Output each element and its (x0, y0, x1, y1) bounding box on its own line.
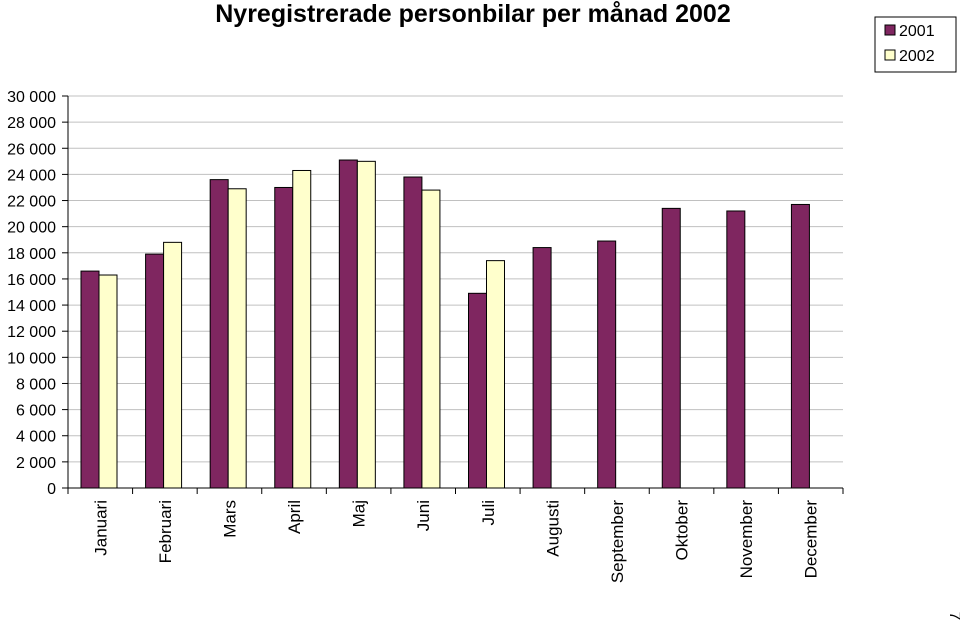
y-tick-label: 22 000 (7, 194, 56, 211)
bar-2001-augusti (532, 247, 552, 489)
x-axis-ticks: Januari Februari Mars April Maj Juni Juli Augus… (67, 488, 844, 583)
legend-swatch-2002 (884, 49, 896, 61)
bar-2001-februari (145, 253, 165, 489)
bar-2001-maj (338, 159, 358, 489)
legend-label-2001: 2001 (899, 23, 935, 40)
y-tick-label: 2 000 (16, 455, 56, 472)
x-tick-label: December (802, 500, 821, 579)
bar-2001-juni (403, 176, 423, 489)
bar-2001-januari (80, 270, 100, 489)
x-tick-label: Juli (479, 500, 498, 526)
x-tick-label: Februari (156, 500, 175, 563)
y-tick-label: 8 000 (16, 376, 56, 393)
y-tick-label: 14 000 (7, 298, 56, 315)
chart-title: Nyregistrerade personbilar per månad 200… (215, 0, 731, 28)
y-axis-ticks: 0 2 000 4 000 6 000 8 000 10 000 12 000 14 000 1… (7, 89, 68, 498)
y-tick-label: 12 000 (7, 324, 56, 341)
y-tick-label: 20 000 (7, 220, 56, 237)
y-tick-label: 10 000 (7, 350, 56, 367)
bar-2001-december (790, 203, 810, 489)
y-tick-label: 28 000 (7, 115, 56, 132)
bar-2002-juli (486, 260, 505, 489)
x-tick-label: November (737, 500, 756, 579)
bar-2001-mars (209, 179, 229, 489)
bar-2002-februari (163, 241, 183, 489)
y-tick-label: 4 000 (16, 429, 56, 446)
bar-2001-oktober (661, 207, 681, 489)
x-tick-label: Maj (350, 500, 369, 527)
bar-2002-juni (421, 189, 441, 489)
bar-2002-april (292, 169, 312, 489)
page-number: 7 (946, 612, 960, 621)
bar-2002-maj (356, 160, 376, 489)
y-tick-label: 30 000 (7, 89, 56, 106)
y-tick-label: 16 000 (7, 272, 56, 289)
bar-2002-januari (98, 274, 118, 489)
bar-2001-september (597, 240, 617, 489)
gridlines (68, 95, 843, 463)
bar-2001-april (274, 186, 294, 489)
x-tick-label: Juni (414, 500, 433, 531)
x-tick-label: Oktober (673, 500, 692, 561)
legend-label-2002: 2002 (899, 48, 935, 65)
y-tick-label: 0 (47, 481, 56, 498)
bar-2001-november (726, 210, 746, 489)
y-tick-label: 24 000 (7, 167, 56, 184)
bar-2001-juli (468, 292, 487, 489)
x-tick-label: September (608, 500, 627, 583)
bar-2002-mars (227, 188, 247, 489)
y-tick-label: 6 000 (16, 403, 56, 420)
x-tick-label: Augusti (543, 500, 562, 557)
y-tick-label: 26 000 (7, 141, 56, 158)
x-tick-label: April (285, 500, 304, 534)
legend-swatch-2001 (884, 24, 896, 36)
bars (80, 159, 810, 489)
y-tick-label: 18 000 (7, 246, 56, 263)
legend: 2001 2002 (874, 16, 957, 73)
x-tick-label: Mars (220, 500, 239, 538)
x-tick-label: Januari (91, 500, 110, 556)
